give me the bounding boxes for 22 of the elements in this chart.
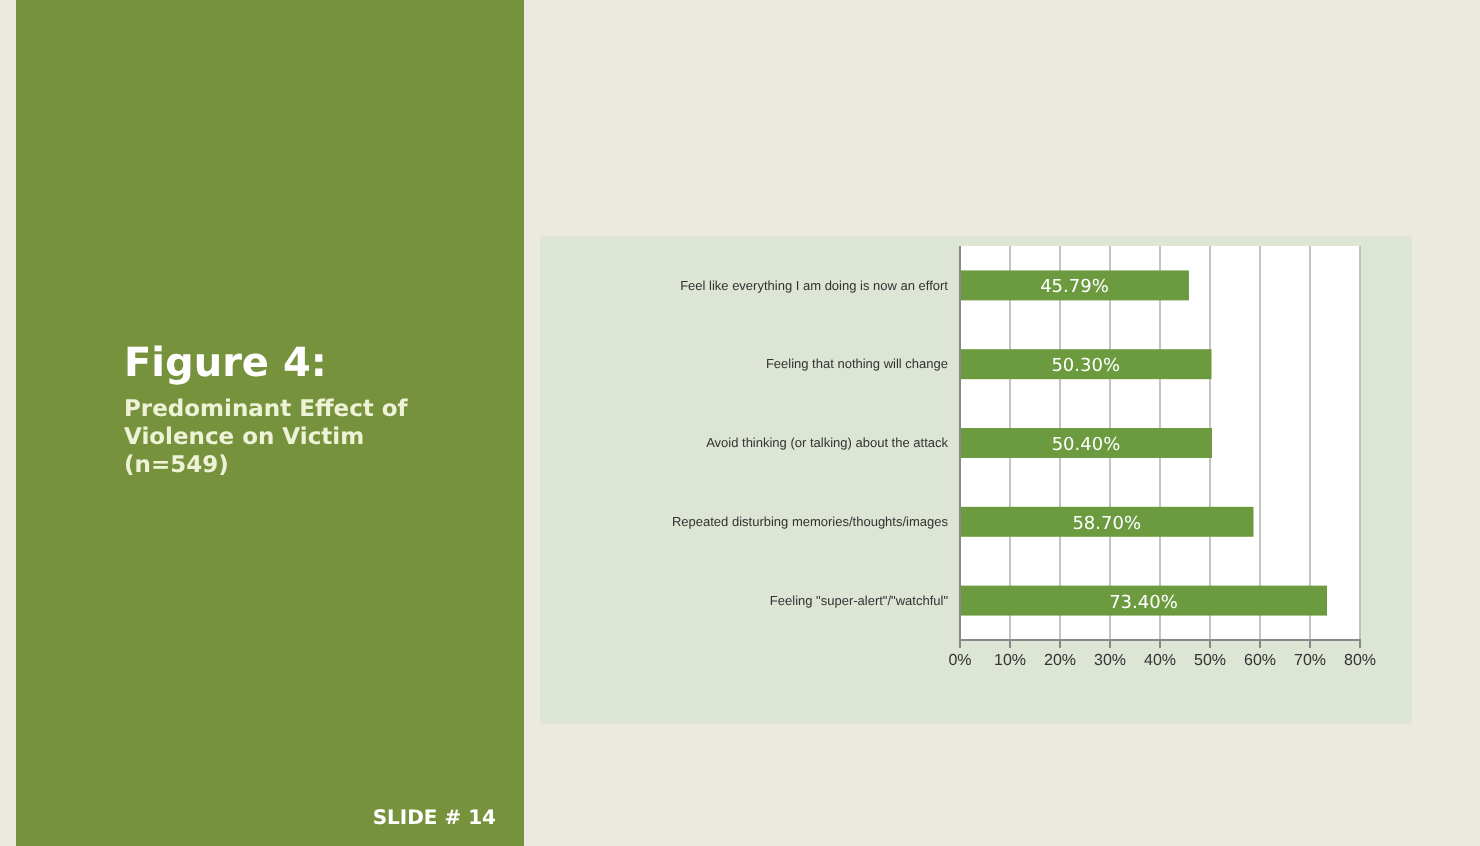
data-label: 58.70%	[1072, 514, 1142, 535]
bar	[960, 349, 1212, 380]
data-label: 50.30%	[1051, 357, 1121, 378]
x-tick-label: 20%	[1043, 651, 1077, 670]
x-tick-label: 0%	[948, 651, 972, 670]
x-tick-label: 50%	[1193, 651, 1227, 670]
x-tick-label: 80%	[1343, 651, 1377, 670]
x-tick-label: 70%	[1293, 651, 1327, 670]
x-tick-label: 40%	[1143, 651, 1177, 670]
text: SLIDE # 14	[372, 808, 497, 830]
data-label: 50.40%	[1051, 436, 1122, 456]
text: Figure 4:	[124, 338, 327, 386]
bar	[960, 270, 1189, 301]
x-tick-label: 10%	[993, 651, 1027, 670]
x-tick-label: 60%	[1243, 651, 1277, 670]
data-label: 45.79%	[1040, 278, 1110, 299]
x-tick-label: 30%	[1093, 651, 1127, 670]
bar	[960, 506, 1254, 537]
text: Predominant Effect of Violence on Victim (n=549)	[124, 394, 410, 478]
bar	[960, 585, 1327, 616]
bar	[960, 428, 1212, 458]
data-label: 73.40%	[1109, 593, 1179, 614]
